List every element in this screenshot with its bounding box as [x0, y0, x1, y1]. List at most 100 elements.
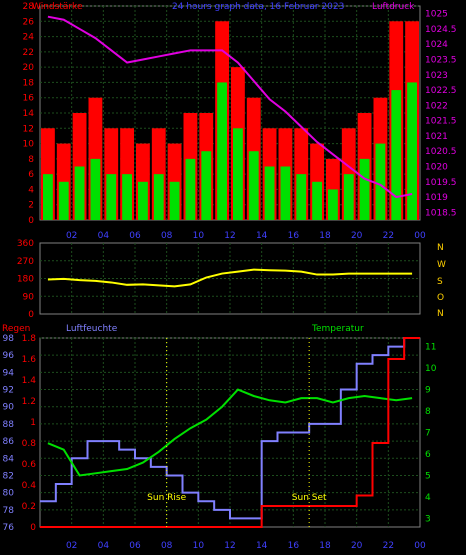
wind-avg-bar: [312, 181, 322, 220]
wind-tick-label: 18: [23, 78, 35, 88]
x-tick-label-top: 04: [98, 231, 110, 241]
wind-avg-bar: [106, 174, 117, 220]
wind-avg-bar: [359, 158, 370, 220]
wind-pressure-grid: [40, 5, 420, 220]
wind-tick-label: 14: [23, 109, 35, 119]
chart-title: 24 hours graph data, 16 Februar 2023: [172, 2, 344, 12]
pressure-line: [47, 15, 413, 199]
wind-tick-label: 0: [28, 216, 34, 226]
temperature-tick-label: 10: [425, 364, 437, 374]
x-tick-label-top: 14: [256, 231, 268, 241]
pressure-tick-label: 1024: [425, 40, 448, 50]
wind-avg-bar: [375, 143, 386, 220]
humidity-tick-label: 96: [3, 351, 15, 361]
wind-avg-bar: [280, 166, 291, 220]
wind-avg-bar: [296, 174, 307, 220]
wind-avg-bar: [43, 174, 53, 220]
temperature-tick-label: 11: [425, 343, 436, 353]
humidity-tick-label: 90: [3, 403, 15, 413]
humidity-tick-label: 88: [3, 420, 15, 430]
humidity-tick-label: 76: [3, 523, 15, 533]
direction-tick-label: 180: [17, 275, 34, 285]
humidity-tick-label: 78: [3, 506, 15, 516]
wind-avg-bar: [264, 166, 275, 220]
wind-tick-label: 4: [28, 185, 34, 195]
humidity-tick-label: 82: [3, 471, 14, 481]
x-tick-label-top: 16: [288, 231, 300, 241]
wind-tick-label: 22: [23, 48, 34, 58]
wind-tick-label: 26: [23, 17, 35, 27]
wind-avg-bar: [217, 82, 227, 220]
wind-avg-bar: [233, 128, 243, 220]
wind-avg-bar: [122, 174, 132, 220]
rain-tick-label: 0.8: [22, 439, 37, 449]
wind-pressure-marks: [41, 15, 419, 221]
humidity-tick-label: 80: [3, 489, 15, 499]
wind-avg-bar: [343, 174, 354, 220]
humidity-line: [40, 337, 420, 520]
compass-label-south: S: [437, 277, 443, 287]
humidity-tick-label: 94: [3, 368, 15, 378]
humidity-temp-rain-marks: [40, 337, 420, 528]
wind-avg-bar: [74, 166, 85, 220]
x-tick-label-bottom: 10: [193, 541, 205, 551]
pressure-tick-label: 1025: [425, 10, 448, 20]
compass-label-north: N: [437, 243, 444, 253]
x-tick-label-bottom: 04: [98, 541, 110, 551]
compass-label-west: W: [437, 260, 446, 270]
temperature-line: [47, 388, 413, 477]
direction-tick-label: 90: [23, 292, 35, 302]
x-tick-label-top: 06: [129, 231, 141, 241]
temperature-tick-label: 3: [425, 514, 431, 524]
humidity-axis-title: Luftfeuchte: [66, 324, 118, 334]
temperature-tick-label: 6: [425, 450, 431, 460]
wind-avg-bar: [153, 174, 164, 220]
wind-direction-line: [47, 268, 413, 288]
wind-tick-label: 10: [23, 140, 35, 150]
wind-avg-bar: [185, 158, 196, 220]
temperature-tick-label: 7: [425, 429, 431, 439]
wind-avg-bar: [248, 151, 259, 220]
axis-ticks: 02468101214161820222426281018.510191019.…: [3, 2, 457, 551]
temperature-tick-label: 4: [425, 493, 431, 503]
wind-direction-marks: [47, 268, 413, 288]
wind-tick-label: 20: [23, 63, 35, 73]
rain-tick-label: 1: [30, 418, 36, 428]
x-tick-label-bottom: 20: [351, 541, 363, 551]
wind-avg-bar: [138, 181, 148, 220]
sun-rise-label: Sun Rise: [147, 493, 186, 503]
pressure-tick-label: 1021: [425, 132, 448, 142]
wind-tick-label: 6: [28, 170, 34, 180]
x-tick-label-bottom: 08: [161, 541, 173, 551]
rain-tick-label: 1.6: [22, 355, 37, 365]
compass-label-north-2: N: [437, 309, 444, 319]
x-tick-label-bottom: 00: [414, 541, 426, 551]
wind-tick-label: 24: [23, 33, 35, 43]
humidity-tick-label: 92: [3, 386, 14, 396]
wind-tick-label: 8: [28, 155, 34, 165]
pressure-tick-label: 1022: [425, 101, 448, 111]
x-tick-label-bottom: 18: [319, 541, 331, 551]
wind-avg-bar: [391, 90, 402, 220]
wind-axis-title: Windstärke: [32, 2, 83, 12]
x-tick-label-top: 10: [193, 231, 205, 241]
wind-avg-bar: [90, 158, 101, 220]
rain-axis-title: Regen: [2, 324, 30, 334]
pressure-tick-label: 1022.5: [425, 86, 457, 96]
x-tick-label-top: 00: [414, 231, 426, 241]
humidity-tick-label: 98: [3, 334, 15, 344]
wind-avg-bar: [169, 181, 180, 220]
humidity-tick-label: 84: [3, 454, 15, 464]
pressure-tick-label: 1019.5: [425, 178, 457, 188]
pressure-axis-title: Luftdruck: [372, 2, 415, 12]
rain-tick-label: 1.8: [22, 334, 37, 344]
rain-tick-label: 0.2: [22, 502, 36, 512]
rain-tick-label: 0.4: [22, 481, 37, 491]
x-tick-label-bottom: 12: [224, 541, 235, 551]
wind-direction-grid: [40, 243, 420, 314]
wind-avg-bar: [58, 181, 69, 220]
wind-avg-bar: [201, 151, 212, 220]
x-tick-label-top: 12: [224, 231, 235, 241]
wind-tick-label: 28: [23, 2, 35, 12]
rain-tick-label: 0.6: [22, 460, 37, 470]
